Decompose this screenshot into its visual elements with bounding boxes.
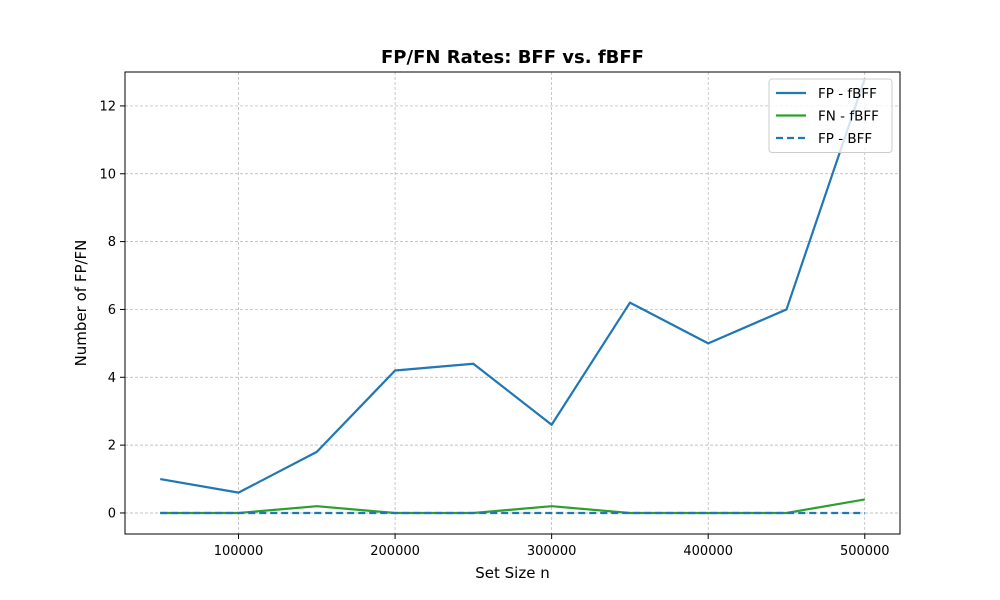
y-tick-label: 6 xyxy=(108,303,116,318)
x-axis-label: Set Size n xyxy=(475,564,549,582)
x-tick-label: 200000 xyxy=(370,544,420,559)
series-line-fp-fbff xyxy=(160,78,866,494)
plot-series xyxy=(160,78,866,515)
y-tick-label: 0 xyxy=(108,506,116,521)
legend-label: FN - fBFF xyxy=(818,109,879,125)
legend-box xyxy=(768,78,893,153)
chart-title: FP/FN Rates: BFF vs. fBFF xyxy=(381,47,644,68)
y-tick-label: 8 xyxy=(108,235,116,250)
legend-label: FP - BFF xyxy=(818,131,872,147)
y-tick-label: 10 xyxy=(99,167,116,182)
y-axis-label: Number of FP/FN xyxy=(72,240,90,367)
x-tick-label: 100000 xyxy=(214,544,264,559)
legend: FP - fBFF FN - fBFF FP - BFF xyxy=(768,78,893,153)
legend-label: FP - fBFF xyxy=(818,86,877,102)
y-tick-label: 4 xyxy=(108,371,116,386)
y-tick-label: 12 xyxy=(99,99,116,114)
y-tick-label: 2 xyxy=(108,439,116,454)
plot-frame xyxy=(124,71,901,535)
axis-ticks: 100000 200000 300000 400000 500000 0 2 4 6 8 10 12 xyxy=(99,99,889,559)
x-tick-label: 300000 xyxy=(527,544,577,559)
x-tick-label: 500000 xyxy=(840,544,890,559)
x-tick-label: 400000 xyxy=(683,544,733,559)
